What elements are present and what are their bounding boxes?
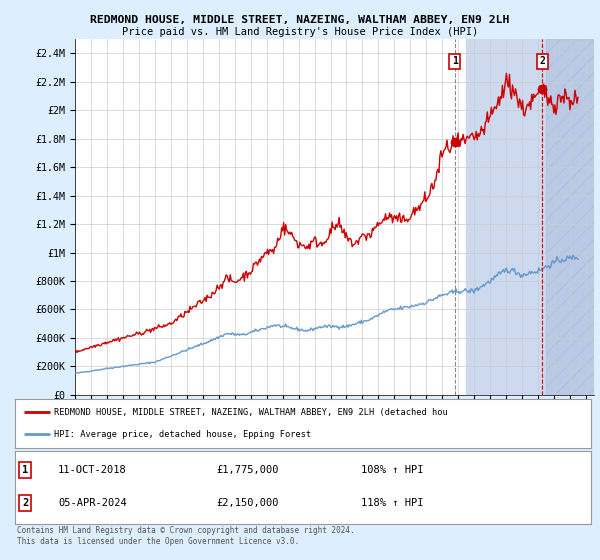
Bar xyxy=(466,39,594,395)
Text: Price paid vs. HM Land Registry's House Price Index (HPI): Price paid vs. HM Land Registry's House … xyxy=(122,27,478,37)
Text: HPI: Average price, detached house, Epping Forest: HPI: Average price, detached house, Eppi… xyxy=(54,430,311,438)
Text: REDMOND HOUSE, MIDDLE STREET, NAZEING, WALTHAM ABBEY, EN9 2LH (detached hou: REDMOND HOUSE, MIDDLE STREET, NAZEING, W… xyxy=(54,408,448,417)
Text: 108% ↑ HPI: 108% ↑ HPI xyxy=(361,465,423,475)
Text: 2: 2 xyxy=(22,498,28,508)
Text: 1: 1 xyxy=(452,56,458,66)
Text: 1: 1 xyxy=(22,465,28,475)
Bar xyxy=(546,39,594,395)
Text: 11-OCT-2018: 11-OCT-2018 xyxy=(58,465,127,475)
Text: 05-APR-2024: 05-APR-2024 xyxy=(58,498,127,508)
Text: £1,775,000: £1,775,000 xyxy=(217,465,279,475)
Text: 2: 2 xyxy=(539,56,545,66)
Text: 118% ↑ HPI: 118% ↑ HPI xyxy=(361,498,423,508)
Text: Contains HM Land Registry data © Crown copyright and database right 2024.
This d: Contains HM Land Registry data © Crown c… xyxy=(17,526,355,546)
Text: £2,150,000: £2,150,000 xyxy=(217,498,279,508)
Text: REDMOND HOUSE, MIDDLE STREET, NAZEING, WALTHAM ABBEY, EN9 2LH: REDMOND HOUSE, MIDDLE STREET, NAZEING, W… xyxy=(91,15,509,25)
